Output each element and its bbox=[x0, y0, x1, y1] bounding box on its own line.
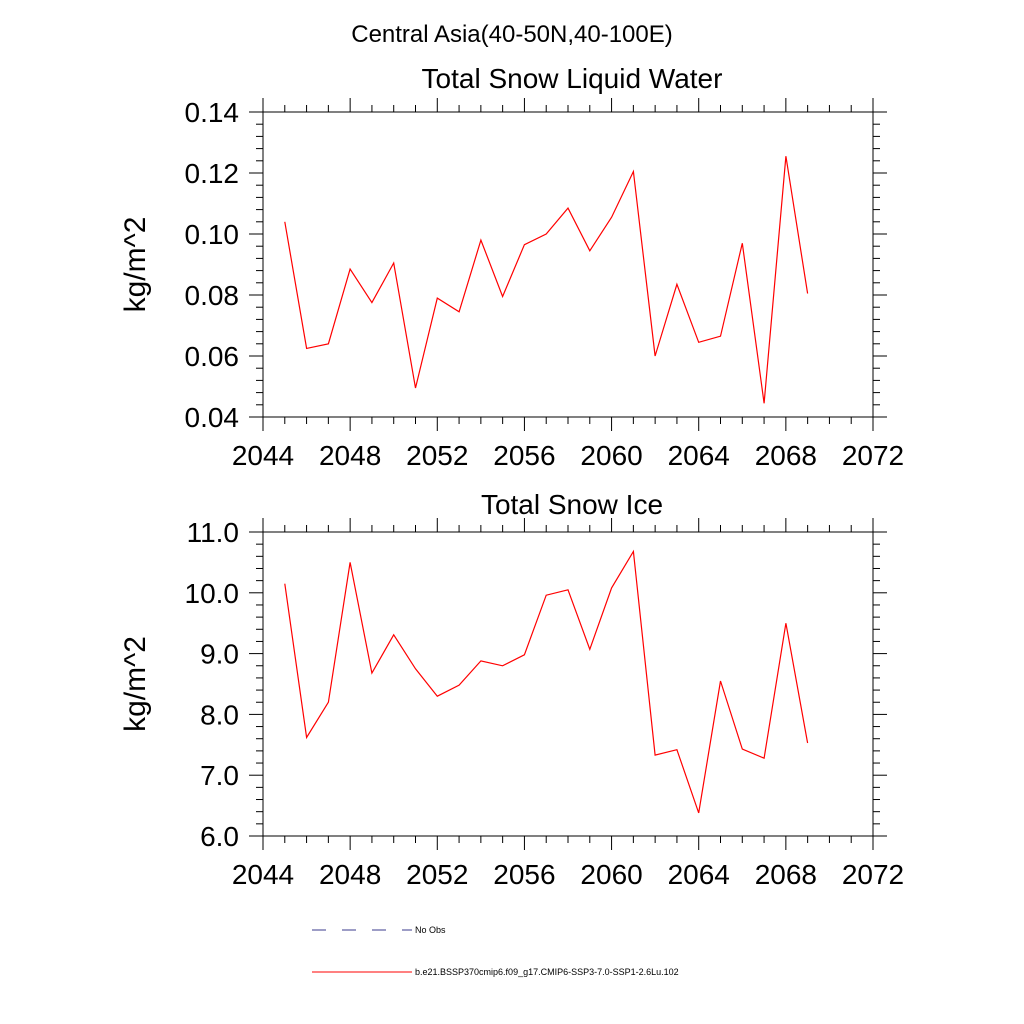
legend-label: b.e21.BSSP370cmip6.f09_g17.CMIP6-SSP3-7.… bbox=[415, 967, 679, 977]
x-tick-label: 2048 bbox=[319, 859, 381, 890]
x-tick-label: 2044 bbox=[232, 440, 294, 471]
y-axis-label: kg/m^2 bbox=[119, 217, 152, 313]
chart-panel-1: Total Snow Liquid Water 2044 2048 2052 2056 2… bbox=[119, 63, 904, 471]
y-tick-label: 0.06 bbox=[185, 341, 240, 372]
x-tick-label: 2056 bbox=[493, 859, 555, 890]
y-tick-label: 7.0 bbox=[200, 760, 239, 791]
plot-frame bbox=[262, 531, 874, 837]
x-tick-label: 2060 bbox=[580, 440, 642, 471]
x-tick-label: 2052 bbox=[406, 859, 468, 890]
x-tick-label: 2068 bbox=[755, 440, 817, 471]
x-tick-label: 2064 bbox=[668, 859, 730, 890]
y-tick-label: 0.12 bbox=[185, 158, 240, 189]
x-tick-label: 2072 bbox=[842, 859, 904, 890]
series-line-1 bbox=[284, 156, 809, 404]
x-tick-label: 2068 bbox=[755, 859, 817, 890]
x-tick-label: 2072 bbox=[842, 440, 904, 471]
y-tick-label: 0.08 bbox=[185, 280, 240, 311]
y-tick-label: 10.0 bbox=[185, 578, 240, 609]
x-tick-label: 2056 bbox=[493, 440, 555, 471]
y-tick-label: 0.14 bbox=[185, 97, 240, 128]
x-tick-label: 2044 bbox=[232, 859, 294, 890]
y-axis-label: kg/m^2 bbox=[119, 636, 152, 732]
y-tick-label: 8.0 bbox=[200, 699, 239, 730]
series-line-1 bbox=[284, 549, 809, 814]
x-tick-label: 2048 bbox=[319, 440, 381, 471]
figure-suptitle: Central Asia(40-50N,40-100E) bbox=[351, 21, 673, 48]
chart-title: Total Snow Ice bbox=[481, 489, 663, 520]
legend: No Obs b.e21.BSSP370cmip6.f09_g17.CMIP6-S… bbox=[312, 925, 679, 977]
chart-panel-2: Total Snow Ice 2044 2048 2052 2056 2060 2064 20… bbox=[119, 489, 904, 890]
y-tick-label: 0.04 bbox=[185, 402, 240, 433]
x-tick-label: 2060 bbox=[580, 859, 642, 890]
x-tick-label: 2064 bbox=[668, 440, 730, 471]
chart-title: Total Snow Liquid Water bbox=[422, 63, 723, 94]
plot-frame bbox=[262, 111, 874, 418]
legend-label: No Obs bbox=[415, 925, 446, 935]
y-tick-label: 6.0 bbox=[200, 821, 239, 852]
x-tick-label: 2052 bbox=[406, 440, 468, 471]
y-tick-label: 9.0 bbox=[200, 639, 239, 670]
y-tick-label: 11.0 bbox=[187, 517, 239, 548]
y-tick-label: 0.10 bbox=[185, 219, 240, 250]
